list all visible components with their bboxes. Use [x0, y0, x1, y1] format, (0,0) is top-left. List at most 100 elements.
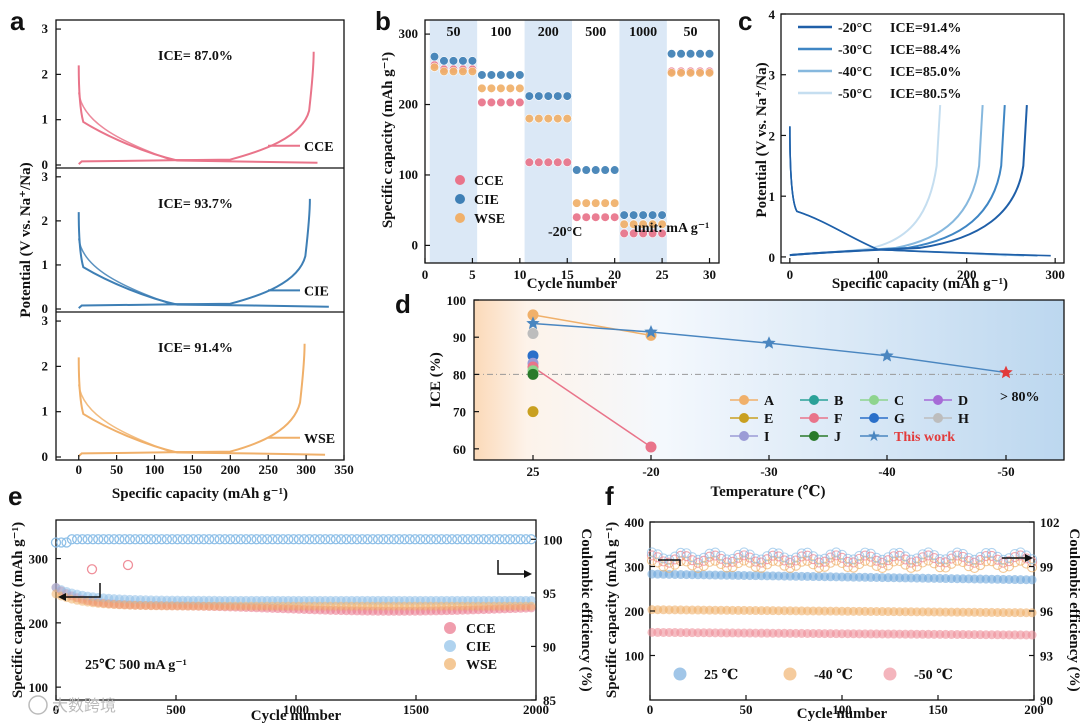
ce-point [796, 548, 807, 559]
legend-label: G [894, 412, 905, 427]
y-tick-label: 3 [42, 21, 49, 36]
legend-marker [883, 667, 897, 681]
ce-point [808, 554, 819, 565]
ce-point [98, 534, 109, 545]
ce-point [831, 555, 842, 566]
x-tick-label: 10 [513, 267, 526, 282]
x-tick-label: 20 [608, 267, 621, 282]
x-tick-label: 200 [1024, 702, 1044, 717]
data-point-wse [429, 62, 440, 72]
ce-point [346, 534, 357, 545]
ce-point [859, 550, 871, 561]
capacity-point-wse [526, 601, 536, 611]
ce-point [779, 552, 790, 563]
x-tick-label: 25 [656, 267, 670, 282]
ce-point [304, 534, 315, 545]
legend-label-cie: CIE [304, 284, 329, 299]
legend-label-cce: CCE [304, 140, 334, 155]
ce-point [182, 534, 194, 545]
x-tick-label: 0 [422, 267, 429, 282]
data-point-cce [505, 97, 515, 108]
ce-point [145, 534, 157, 545]
x-tick-label: 30 [703, 267, 716, 282]
data-point-cce [496, 97, 506, 108]
ce-point [103, 534, 114, 545]
ce-point [1027, 562, 1038, 573]
ce-point [767, 547, 778, 558]
ce-point [992, 551, 1003, 562]
data-point-wse [629, 219, 639, 229]
ce-point [515, 534, 526, 545]
panel-d-threshold-label: > 80% [1000, 390, 1039, 405]
ce-point [66, 534, 77, 545]
panel-b-temp-note: -20°C [548, 225, 582, 240]
charge-curve-cce [78, 51, 315, 165]
legend-label-wse: WSE [466, 658, 497, 673]
ce-point [877, 562, 888, 574]
ce-point [767, 550, 778, 561]
ce-point [108, 534, 120, 545]
data-point-wse [676, 68, 686, 78]
ce-point [785, 557, 796, 568]
ce-point [969, 554, 980, 565]
ce-point [877, 554, 888, 565]
discharge-curve-wse [77, 357, 326, 456]
y-tick-label: 100 [29, 680, 49, 695]
ce-point [446, 534, 458, 545]
capacity-point [1027, 575, 1037, 585]
data-point-cie [562, 91, 572, 101]
capacity-point [1027, 608, 1037, 618]
ce-point [293, 534, 305, 545]
panel-e-ylabel: Specific capacity (mAh g⁻¹) [10, 522, 26, 698]
x-tick-label: 25 [527, 464, 541, 479]
discharge-curve-cce [77, 65, 318, 164]
ce-point [499, 534, 510, 545]
ce-point [167, 534, 178, 545]
rate-label: 100 [490, 25, 511, 40]
panel-d-xlabel: Temperature (℃) [710, 484, 825, 500]
data-point-cie [581, 165, 591, 175]
ce-point [425, 534, 437, 545]
panel-a-ylabel: Potential (V vs. Na⁺/Na) [18, 162, 34, 317]
ce-point [314, 534, 326, 545]
ce-point [309, 534, 320, 545]
legend-star-icon: ★ [867, 429, 880, 445]
ce-point [963, 561, 974, 572]
ce-point [420, 534, 431, 545]
ce-point [900, 551, 911, 562]
legend-marker [809, 395, 819, 405]
ce-point [367, 534, 378, 545]
ce-point [946, 558, 957, 569]
ce-point [267, 534, 278, 545]
data-point-cie [685, 49, 696, 59]
x-tick-label: 100 [832, 702, 852, 717]
legend-marker [783, 667, 797, 681]
ce-point [483, 534, 495, 545]
legend-label: C [894, 394, 904, 409]
data-point-cie [534, 91, 544, 101]
panel-e-y2label: Coulombic efficiency (%) [578, 528, 594, 691]
ce-point [61, 537, 72, 548]
legend-label: A [764, 394, 775, 409]
ce-point [119, 534, 130, 545]
ce-point [687, 560, 698, 571]
x-tick-label: 200 [957, 267, 977, 282]
data-point-wse [619, 219, 629, 229]
ce-point [692, 554, 704, 565]
y-tick-label: 2 [42, 358, 49, 373]
ce-point [906, 562, 917, 573]
legend-temp: -40°C [838, 65, 872, 80]
y-tick-label: 1 [42, 257, 49, 272]
ce-point [288, 534, 299, 545]
data-point-cie [553, 91, 563, 101]
ce-point [246, 534, 257, 545]
data-point-cce [581, 212, 591, 222]
y-tick-label: 80 [453, 367, 466, 382]
data-point-wse [553, 114, 563, 124]
y-tick-label: 100 [399, 167, 419, 182]
x-tick-label: -40 [878, 464, 895, 479]
legend-marker-cce [444, 622, 456, 634]
y-tick-label: 0 [769, 250, 776, 265]
ce-point [193, 534, 204, 545]
series-a-line [532, 314, 652, 337]
